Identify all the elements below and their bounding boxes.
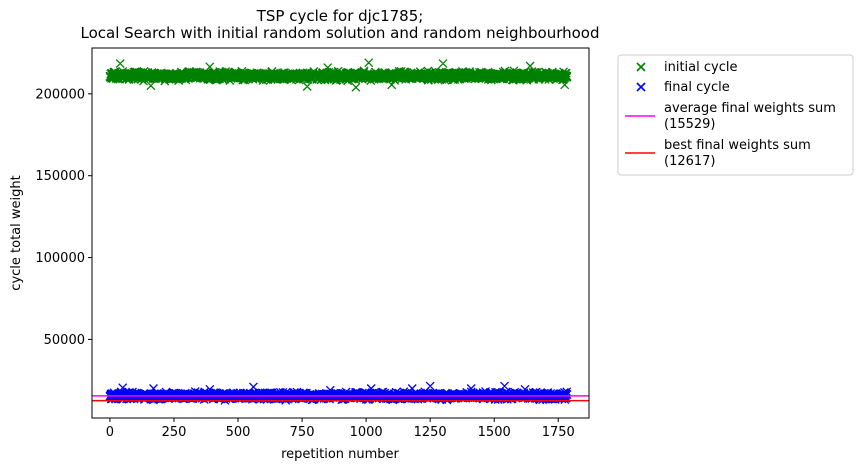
y-tick-label: 100000 (35, 251, 85, 266)
legend-marker-final (636, 82, 646, 92)
x-tick-label: 1750 (542, 425, 575, 440)
x-tick-label: 0 (106, 425, 114, 440)
legend-box (617, 54, 854, 176)
plot-frame (91, 47, 590, 419)
legend-label-best-value: (12617) (664, 154, 716, 169)
legend-label-final: final cycle (664, 80, 730, 95)
y-tick-label: 200000 (35, 87, 85, 102)
legend-label-average-value: (15529) (664, 117, 716, 132)
y-tick-label: 150000 (35, 169, 85, 184)
series-marks (105, 58, 572, 92)
x-tick-label: 1000 (350, 425, 383, 440)
x-tick-label: 250 (162, 425, 187, 440)
legend-label-initial: initial cycle (664, 60, 737, 75)
chart-title-line-1: TSP cycle for djc1785; (256, 7, 424, 25)
x-tick-label: 500 (226, 425, 251, 440)
series-initial-cycle (105, 58, 572, 92)
chart-title-line-2: Local Search with initial random solutio… (80, 24, 599, 42)
legend-label-best: best final weights sum (664, 138, 811, 153)
legend-marker-initial (636, 62, 646, 72)
y-ticks: 50000 100000 150000 200000 (35, 87, 92, 348)
chart-title: TSP cycle for djc1785; Local Search with… (80, 7, 599, 42)
x-tick-label: 750 (290, 425, 315, 440)
points-layer (105, 58, 572, 405)
x-axis-label: repetition number (281, 447, 399, 462)
y-tick-label: 50000 (44, 333, 85, 348)
x-tick-label: 1250 (414, 425, 447, 440)
y-axis-label: cycle total weight (9, 175, 24, 290)
x-ticks: 0 250 500 750 1000 1250 1500 1750 (106, 418, 575, 440)
x-tick-label: 1500 (478, 425, 511, 440)
legend-label-average: average final weights sum (664, 101, 836, 116)
legend: initial cycle final cycle average final … (617, 54, 854, 176)
hlines-layer (92, 395, 589, 402)
